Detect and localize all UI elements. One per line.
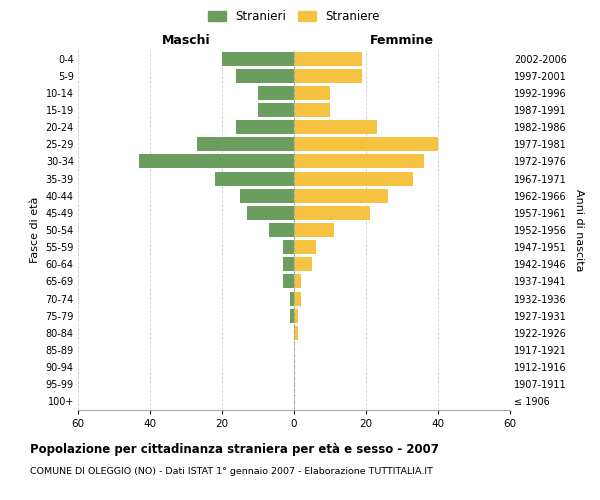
Bar: [294, 223, 334, 237]
Bar: [258, 86, 294, 100]
Bar: [236, 68, 294, 82]
Bar: [290, 308, 294, 322]
Bar: [236, 120, 294, 134]
Bar: [294, 292, 301, 306]
Bar: [283, 258, 294, 272]
Bar: [294, 68, 362, 82]
Bar: [294, 206, 370, 220]
Bar: [283, 240, 294, 254]
Bar: [294, 86, 330, 100]
Y-axis label: Anni di nascita: Anni di nascita: [574, 188, 584, 271]
Bar: [294, 103, 330, 117]
Y-axis label: Fasce di età: Fasce di età: [30, 197, 40, 263]
Bar: [222, 52, 294, 66]
Bar: [247, 206, 294, 220]
Bar: [258, 103, 294, 117]
Bar: [294, 240, 316, 254]
Text: Maschi: Maschi: [161, 34, 211, 46]
Bar: [139, 154, 294, 168]
Bar: [294, 258, 312, 272]
Legend: Stranieri, Straniere: Stranieri, Straniere: [203, 6, 385, 28]
Text: Femmine: Femmine: [370, 34, 434, 46]
Bar: [294, 172, 413, 185]
Bar: [294, 326, 298, 340]
Bar: [215, 172, 294, 185]
Bar: [294, 52, 362, 66]
Bar: [294, 154, 424, 168]
Bar: [294, 138, 438, 151]
Bar: [269, 223, 294, 237]
Bar: [294, 274, 301, 288]
Bar: [294, 188, 388, 202]
Bar: [294, 308, 298, 322]
Bar: [294, 120, 377, 134]
Bar: [197, 138, 294, 151]
Bar: [290, 292, 294, 306]
Text: COMUNE DI OLEGGIO (NO) - Dati ISTAT 1° gennaio 2007 - Elaborazione TUTTITALIA.IT: COMUNE DI OLEGGIO (NO) - Dati ISTAT 1° g…: [30, 468, 433, 476]
Text: Popolazione per cittadinanza straniera per età e sesso - 2007: Popolazione per cittadinanza straniera p…: [30, 442, 439, 456]
Bar: [240, 188, 294, 202]
Bar: [283, 274, 294, 288]
